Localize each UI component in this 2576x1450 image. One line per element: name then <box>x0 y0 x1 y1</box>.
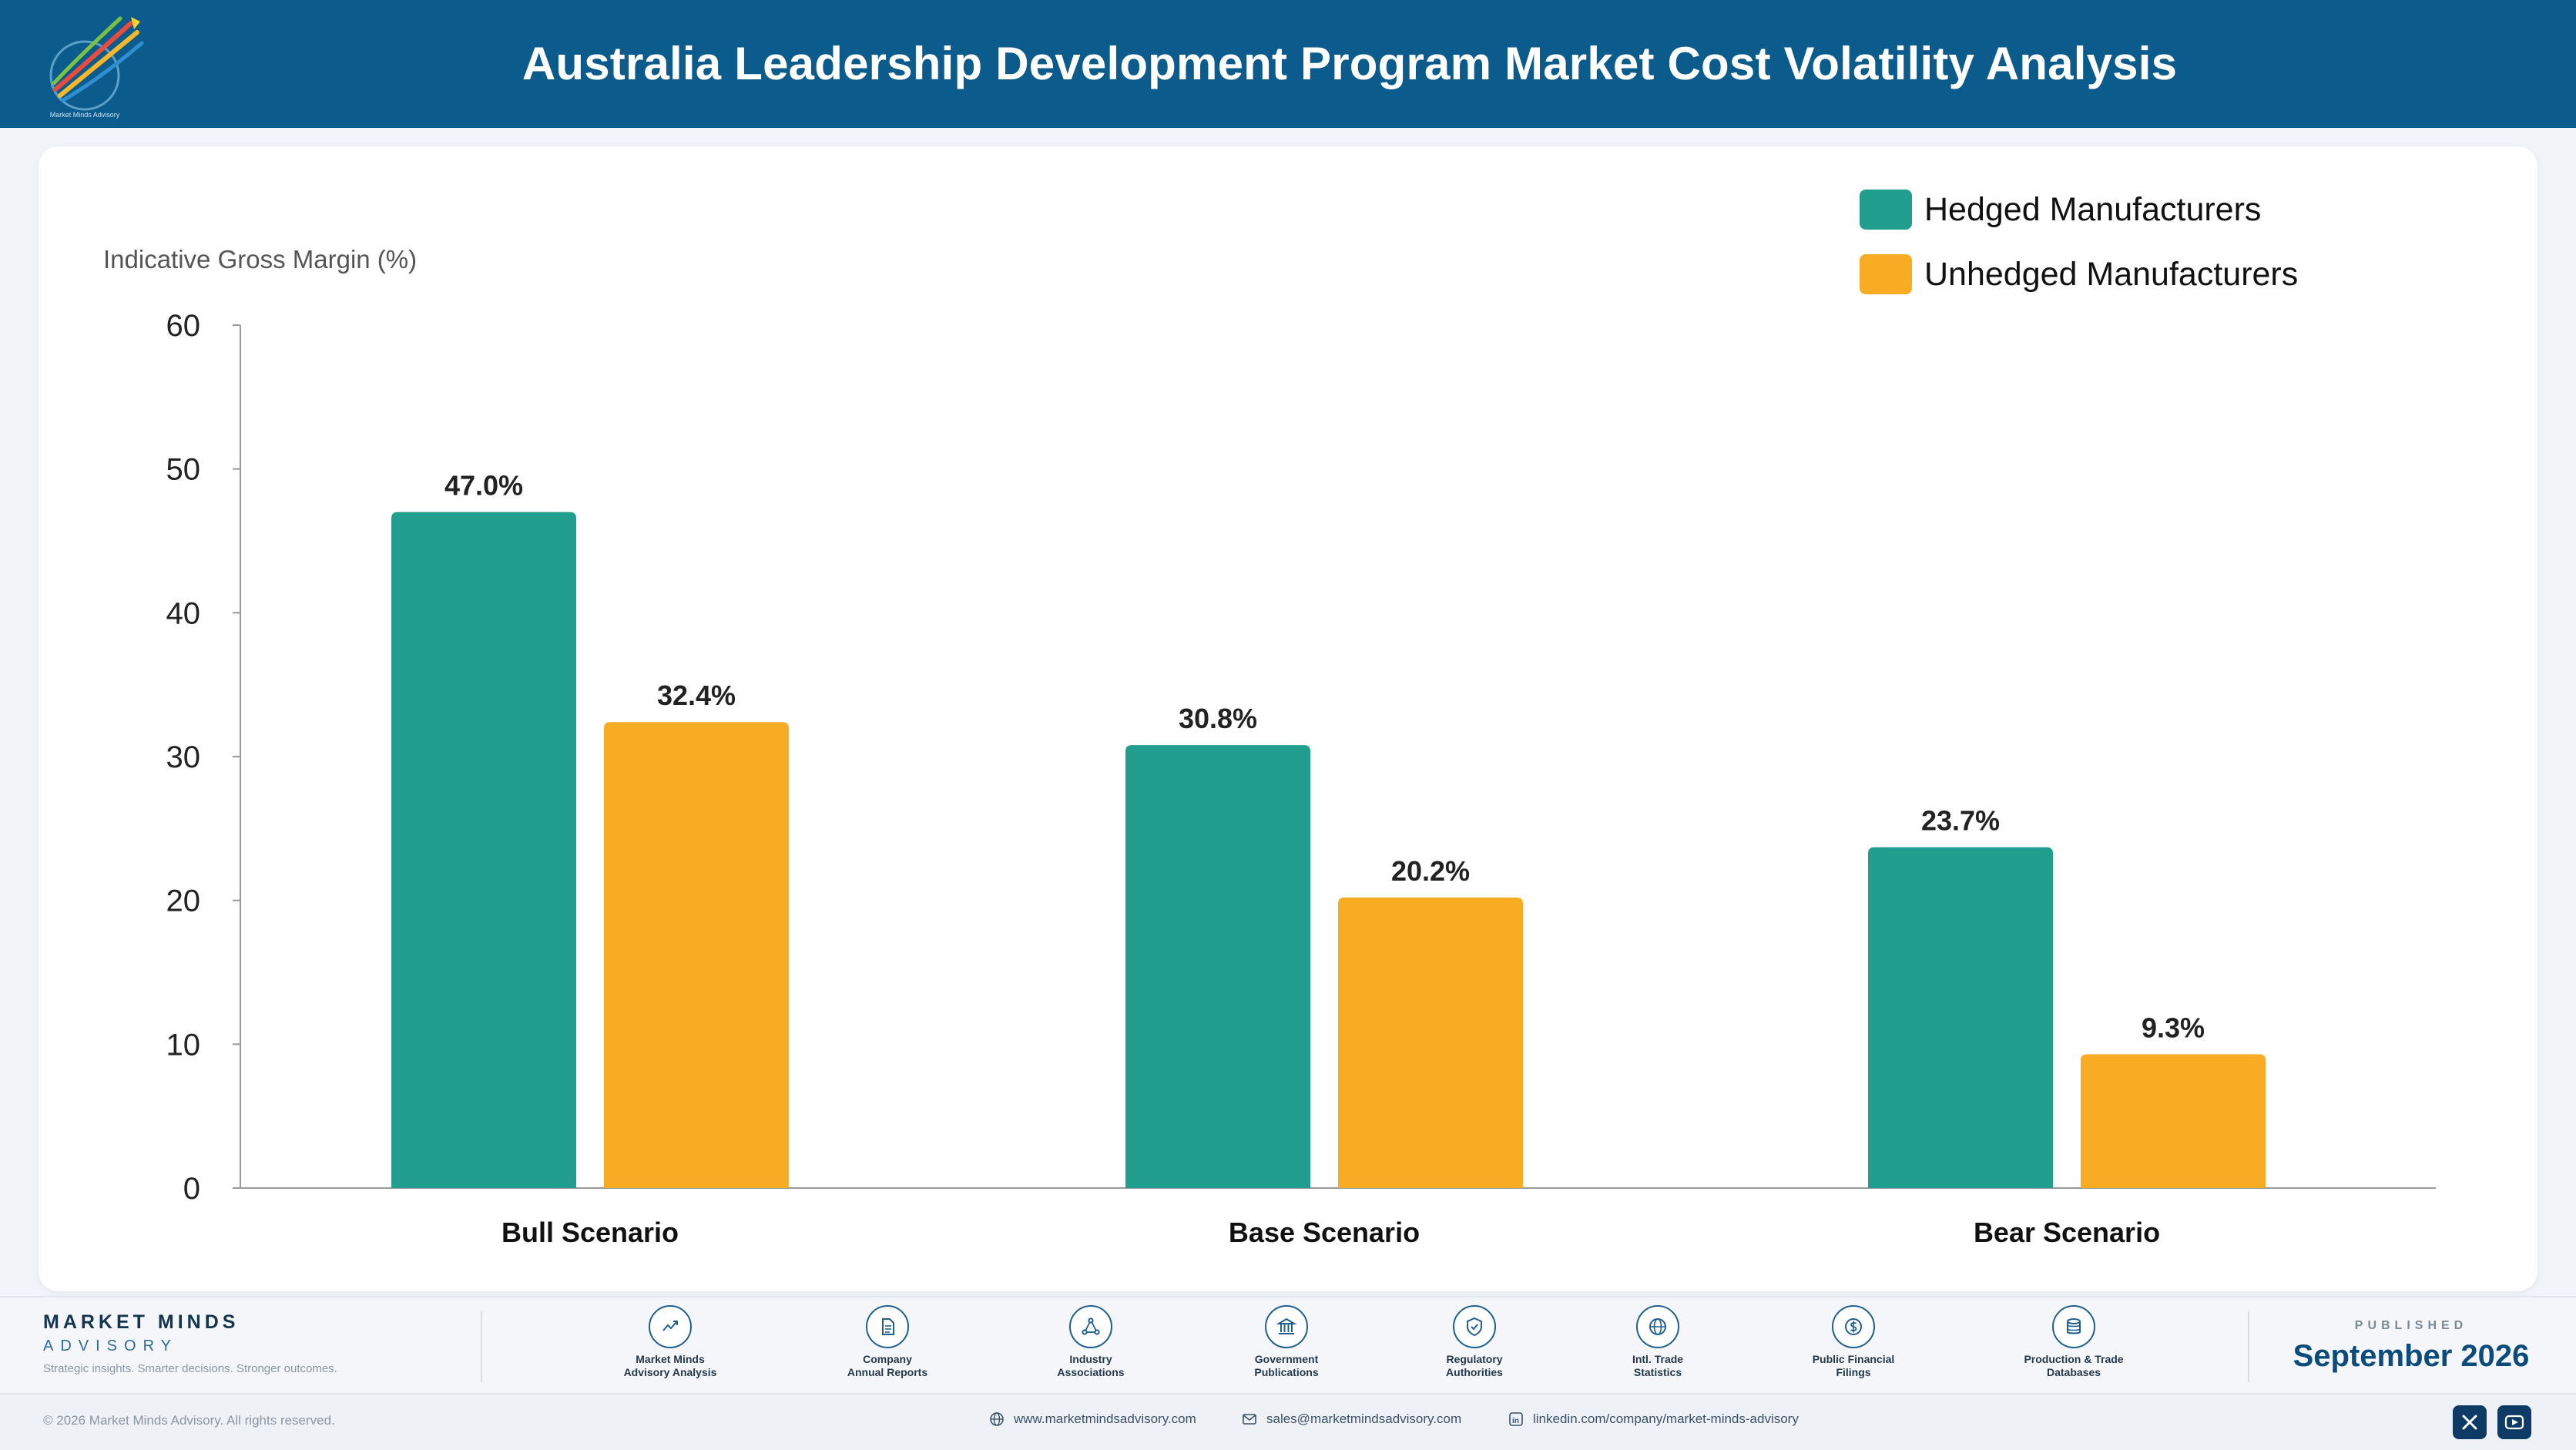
footer-divider <box>481 1311 482 1382</box>
data-label: 20.2% <box>1391 855 1470 887</box>
footer: MARKET MINDS ADVISORY Strategic insights… <box>0 1296 2576 1450</box>
linkedin-icon: in <box>1509 1412 1523 1426</box>
x-social-button[interactable] <box>2453 1405 2487 1439</box>
bar-hedged <box>391 512 576 1188</box>
data-label: 47.0% <box>444 470 523 502</box>
chart-legend: Hedged Manufacturers Unhedged Manufacture… <box>1860 190 2298 294</box>
source-label: Regulatory Authorities <box>1446 1353 1503 1378</box>
brand-tagline: Strategic insights. Smarter decisions. S… <box>43 1362 337 1375</box>
network-icon <box>1069 1305 1112 1348</box>
source-item: Public Financial Filings <box>1769 1305 1938 1379</box>
footer-divider <box>2248 1311 2249 1382</box>
shield-check-icon <box>1453 1305 1496 1348</box>
source-label: Production & Trade Databases <box>2024 1353 2124 1378</box>
globe-icon <box>990 1412 1004 1426</box>
chart-card: Indicative Gross Margin (%) Hedged Manuf… <box>39 146 2537 1291</box>
brand-name: MARKET MINDS <box>43 1311 240 1333</box>
data-label: 30.8% <box>1179 703 1257 734</box>
svg-text:in: in <box>1512 1417 1519 1425</box>
database-icon <box>2052 1305 2095 1348</box>
brand-subtitle: ADVISORY <box>43 1338 178 1354</box>
x-tick-label: Bull Scenario <box>501 1217 679 1248</box>
page-title: Australia Leadership Development Program… <box>522 38 2178 89</box>
bar-unhedged <box>604 722 789 1188</box>
x-icon <box>2462 1415 2477 1430</box>
globe-icon <box>1636 1305 1679 1348</box>
source-label: Market Minds Advisory Analysis <box>623 1353 717 1378</box>
y-tick-label: 50 <box>166 453 201 487</box>
x-tick-label: Bear Scenario <box>1974 1217 2160 1248</box>
data-label: 9.3% <box>2142 1012 2205 1043</box>
email-text: sales@marketmindsadvisory.com <box>1266 1411 1462 1426</box>
x-tick-label: Base Scenario <box>1229 1217 1420 1248</box>
bar-unhedged <box>1338 897 1523 1188</box>
email-link[interactable]: sales@marketmindsadvisory.com <box>1242 1411 1461 1427</box>
y-axis-label: Indicative Gross Margin (%) <box>103 245 417 274</box>
linkedin-text: linkedin.com/company/market-minds-adviso… <box>1533 1411 1799 1426</box>
youtube-social-button[interactable] <box>2497 1405 2531 1439</box>
bar-hedged <box>1868 847 2053 1188</box>
dollar-coin-icon <box>1832 1305 1875 1348</box>
y-tick-label: 20 <box>166 884 201 918</box>
y-tick-label: 0 <box>183 1172 200 1206</box>
source-item: Regulatory Authorities <box>1390 1305 1559 1379</box>
mail-icon <box>1243 1414 1256 1425</box>
source-label: Government Publications <box>1254 1353 1319 1378</box>
source-item: Industry Associations <box>1006 1305 1176 1379</box>
source-label: Public Financial Filings <box>1812 1353 1895 1378</box>
source-label: Intl. Trade Statistics <box>1632 1353 1684 1378</box>
source-item: Market Minds Advisory Analysis <box>585 1305 755 1379</box>
website-link[interactable]: www.marketmindsadvisory.com <box>989 1411 1196 1427</box>
website-text: www.marketmindsadvisory.com <box>1014 1411 1196 1426</box>
bar-chart: Indicative Gross Margin (%) Hedged Manuf… <box>103 190 2436 1248</box>
source-item: Production & Trade Databases <box>1989 1305 2158 1379</box>
legend-label: Unhedged Manufacturers <box>1924 256 2298 293</box>
youtube-icon <box>2504 1415 2524 1430</box>
source-item: Intl. Trade Statistics <box>1573 1305 1742 1379</box>
header-bar: Market Minds Advisory Australia Leadersh… <box>0 0 2576 128</box>
copyright-text: © 2026 Market Minds Advisory. All rights… <box>43 1413 335 1428</box>
source-label: Industry Associations <box>1057 1353 1125 1378</box>
legend-swatch <box>1860 254 1912 294</box>
source-item: Government Publications <box>1202 1305 1371 1379</box>
linkedin-link[interactable]: in linkedin.com/company/market-minds-adv… <box>1508 1411 1799 1427</box>
data-label: 23.7% <box>1921 805 2000 837</box>
bar-hedged <box>1125 745 1310 1188</box>
document-icon <box>866 1305 909 1348</box>
source-label: Company Annual Reports <box>847 1353 928 1378</box>
published-date: September 2026 <box>2293 1339 2530 1373</box>
source-item: Company Annual Reports <box>803 1305 972 1379</box>
logo-caption: Market Minds Advisory <box>50 111 120 119</box>
government-building-icon <box>1265 1305 1308 1348</box>
bar-unhedged <box>2081 1054 2266 1188</box>
y-tick-label: 40 <box>166 596 201 630</box>
footer-bottom-bar: © 2026 Market Minds Advisory. All rights… <box>0 1393 2576 1450</box>
published-label: PUBLISHED <box>2354 1319 2468 1332</box>
chart-axes: 0 10 20 30 40 50 60 <box>166 309 2436 1206</box>
y-tick-label: 60 <box>166 309 201 343</box>
y-tick-label: 10 <box>166 1028 201 1062</box>
data-label: 32.4% <box>657 680 736 711</box>
y-tick-label: 30 <box>166 740 201 774</box>
logo-icon: Market Minds Advisory <box>49 16 144 119</box>
chart-bars: 47.0% 32.4% Bull Scenario 30.8% 20.2% Base Sc… <box>391 470 2266 1248</box>
trend-chart-icon <box>649 1305 692 1348</box>
legend-swatch <box>1860 190 1912 230</box>
legend-label: Hedged Manufacturers <box>1924 191 2261 228</box>
